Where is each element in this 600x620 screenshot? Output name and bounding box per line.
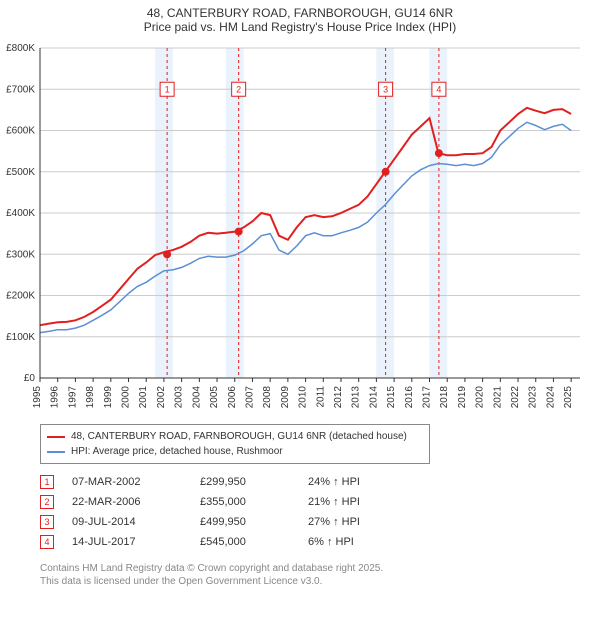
legend-row: HPI: Average price, detached house, Rush… (47, 444, 423, 459)
legend-box: 48, CANTERBURY ROAD, FARNBOROUGH, GU14 6… (40, 424, 430, 464)
footnote: Contains HM Land Registry data © Crown c… (40, 562, 600, 588)
x-tick-label: 2004 (191, 386, 202, 409)
x-tick-label: 2016 (404, 386, 415, 409)
x-tick-label: 2010 (298, 386, 309, 409)
y-tick-label: £600K (6, 126, 35, 137)
x-tick-label: 2003 (174, 386, 185, 409)
y-tick-label: £0 (24, 373, 36, 384)
y-tick-label: £700K (6, 84, 35, 95)
footnote-line-1: Contains HM Land Registry data © Crown c… (40, 562, 600, 575)
x-tick-label: 2022 (510, 386, 521, 409)
legend-swatch (47, 451, 65, 453)
x-tick-label: 2006 (227, 386, 238, 409)
event-delta: 27% ↑ HPI (308, 516, 360, 528)
y-tick-label: £200K (6, 291, 35, 302)
event-date: 09-JUL-2014 (72, 516, 182, 528)
event-number-box: 1 (40, 475, 54, 489)
event-marker-label: 2 (236, 84, 241, 94)
series-line-red (40, 108, 571, 325)
x-tick-label: 2008 (262, 386, 273, 409)
event-row: 3 09-JUL-2014 £499,950 27% ↑ HPI (40, 512, 600, 532)
legend-label: 48, CANTERBURY ROAD, FARNBOROUGH, GU14 6… (71, 429, 407, 444)
x-tick-label: 2019 (457, 386, 468, 409)
events-table: 1 07-MAR-2002 £299,950 24% ↑ HPI 2 22-MAR-200… (40, 472, 600, 552)
title-line-1: 48, CANTERBURY ROAD, FARNBOROUGH, GU14 6… (0, 6, 600, 20)
x-tick-label: 1997 (67, 386, 78, 409)
event-marker-label: 1 (165, 84, 170, 94)
x-tick-label: 2021 (492, 386, 503, 409)
x-tick-label: 2015 (386, 386, 397, 409)
event-marker-label: 3 (383, 84, 388, 94)
x-tick-label: 2007 (244, 386, 255, 409)
x-tick-label: 1995 (32, 386, 43, 409)
x-tick-label: 2012 (333, 386, 344, 409)
event-date: 07-MAR-2002 (72, 476, 182, 488)
footnote-line-2: This data is licensed under the Open Gov… (40, 575, 600, 588)
event-delta: 21% ↑ HPI (308, 496, 360, 508)
title-line-2: Price paid vs. HM Land Registry's House … (0, 20, 600, 34)
x-tick-label: 2011 (315, 386, 326, 408)
event-delta: 24% ↑ HPI (308, 476, 360, 488)
event-number-box: 2 (40, 495, 54, 509)
legend-row: 48, CANTERBURY ROAD, FARNBOROUGH, GU14 6… (47, 429, 423, 444)
y-tick-label: £300K (6, 249, 35, 260)
event-marker-label: 4 (436, 84, 441, 94)
series-marker (435, 149, 443, 157)
chart-area: £0 £100K £200K £300K £400K £500K £600K £700K £80… (0, 38, 600, 418)
x-tick-label: 2014 (368, 386, 379, 409)
event-price: £545,000 (200, 536, 290, 548)
series-marker (163, 250, 171, 258)
event-price: £499,950 (200, 516, 290, 528)
y-tick-label: £100K (6, 332, 35, 343)
x-tick-label: 2000 (121, 386, 132, 409)
event-delta: 6% ↑ HPI (308, 536, 354, 548)
x-tick-label: 2013 (351, 386, 362, 409)
event-row: 4 14-JUL-2017 £545,000 6% ↑ HPI (40, 532, 600, 552)
x-tick-label: 2018 (439, 386, 450, 409)
line-chart-svg: £0 £100K £200K £300K £400K £500K £600K £700K £80… (0, 38, 600, 418)
x-tick-label: 2001 (138, 386, 149, 409)
series-marker (235, 228, 243, 236)
x-tick-label: 2009 (280, 386, 291, 409)
x-tick-label: 2005 (209, 386, 220, 409)
x-tick-label: 2002 (156, 386, 167, 409)
x-tick-label: 2024 (545, 386, 556, 409)
series-marker (382, 168, 390, 176)
event-row: 1 07-MAR-2002 £299,950 24% ↑ HPI (40, 472, 600, 492)
series-line-blue (40, 122, 571, 332)
event-number-box: 4 (40, 535, 54, 549)
x-tick-label: 1996 (50, 386, 61, 409)
x-tick-label: 2023 (528, 386, 539, 409)
event-number-box: 3 (40, 515, 54, 529)
x-tick-label: 1998 (85, 386, 96, 409)
y-tick-label: £400K (6, 208, 35, 219)
event-price: £299,950 (200, 476, 290, 488)
legend-swatch (47, 436, 65, 438)
x-tick-label: 2017 (422, 386, 433, 409)
x-tick-label: 2020 (475, 386, 486, 409)
legend-label: HPI: Average price, detached house, Rush… (71, 444, 283, 459)
event-row: 2 22-MAR-2006 £355,000 21% ↑ HPI (40, 492, 600, 512)
x-tick-label: 1999 (103, 386, 114, 409)
event-date: 14-JUL-2017 (72, 536, 182, 548)
event-price: £355,000 (200, 496, 290, 508)
event-date: 22-MAR-2006 (72, 496, 182, 508)
chart-titles: 48, CANTERBURY ROAD, FARNBOROUGH, GU14 6… (0, 0, 600, 38)
y-tick-label: £500K (6, 167, 35, 178)
x-tick-label: 2025 (563, 386, 574, 409)
y-tick-label: £800K (6, 43, 35, 54)
